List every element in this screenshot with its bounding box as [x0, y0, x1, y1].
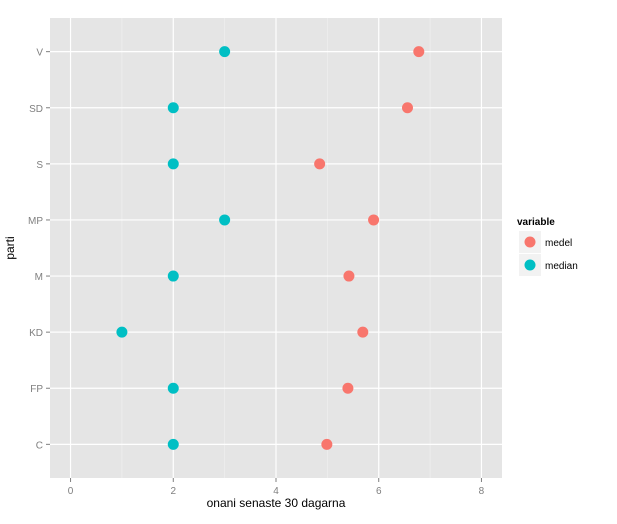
point-median: [167, 382, 179, 394]
point-medel: [343, 270, 355, 282]
point-median: [167, 158, 179, 170]
legend-title: variable: [517, 217, 555, 228]
x-tick-label: 6: [376, 486, 382, 497]
point-medel: [368, 214, 380, 226]
y-axis-title: parti: [3, 236, 17, 259]
point-medel: [357, 326, 369, 338]
legend-label: median: [545, 261, 578, 272]
y-tick-label: MP: [28, 216, 43, 227]
point-medel: [401, 102, 413, 114]
legend: variable medel median: [517, 217, 578, 276]
y-tick-label: M: [35, 272, 43, 283]
y-tick-label: V: [36, 48, 43, 59]
y-tick-label: SD: [29, 104, 43, 115]
x-axis-title: onani senaste 30 dagarna: [207, 496, 346, 510]
y-tick-label: C: [36, 440, 43, 451]
x-tick-label: 2: [170, 486, 176, 497]
point-median: [219, 46, 231, 58]
y-tick-label: FP: [30, 384, 43, 395]
point-median: [167, 270, 179, 282]
point-medel: [314, 158, 326, 170]
point-median: [167, 438, 179, 450]
legend-medel-icon: [524, 236, 536, 248]
y-tick-label: S: [36, 160, 43, 171]
legend-label: medel: [545, 238, 572, 249]
x-tick-label: 8: [479, 486, 485, 497]
point-median: [116, 326, 128, 338]
x-tick-label: 4: [273, 486, 279, 497]
legend-median-icon: [524, 259, 536, 271]
point-medel: [321, 438, 333, 450]
point-medel: [342, 382, 354, 394]
x-tick-label: 0: [68, 486, 74, 497]
point-median: [219, 214, 231, 226]
point-median: [167, 102, 179, 114]
y-tick-label: KD: [29, 328, 43, 339]
point-medel: [413, 46, 425, 58]
